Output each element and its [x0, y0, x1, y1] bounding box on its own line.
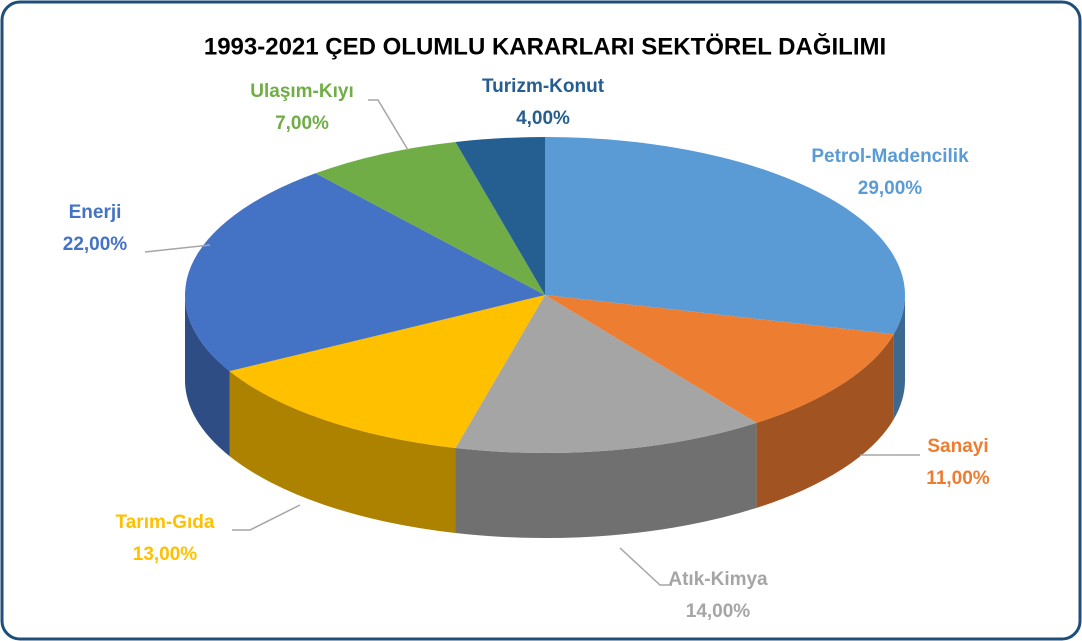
slice-side-shade — [455, 422, 757, 538]
data-label-value: 22,00% — [63, 234, 128, 255]
slice-side-shade — [756, 334, 894, 508]
data-label-value: 4,00% — [516, 108, 570, 129]
slice-side — [756, 334, 894, 508]
slice — [455, 295, 757, 453]
slice — [229, 295, 545, 449]
data-label-name: Sanayi — [927, 436, 988, 457]
data-label-value: 14,00% — [686, 601, 751, 622]
leader-line — [232, 504, 301, 531]
slice-side-shade — [893, 295, 905, 420]
slice-side-shade — [229, 371, 456, 534]
slice — [315, 141, 545, 295]
leader-line — [368, 99, 409, 151]
leader-line — [619, 547, 672, 586]
data-label-name: Turizm-Konut — [482, 76, 605, 97]
slice-side — [455, 422, 757, 538]
chart-title: 1993-2021 ÇED OLUMLU KARARLARI SEKTÖREL … — [204, 32, 886, 60]
slice-side — [229, 371, 456, 534]
slice — [185, 173, 545, 372]
leader-line — [144, 244, 211, 253]
data-label-value: 29,00% — [858, 178, 923, 199]
data-label-value: 13,00% — [133, 544, 198, 565]
data-label-name: Petrol-Madencilik — [811, 146, 969, 167]
slice — [455, 137, 545, 295]
data-label-name: Atık-Kimya — [668, 569, 768, 590]
slice-side — [185, 295, 230, 457]
data-label-name: Ulaşım-Kıyı — [250, 81, 353, 102]
slice — [545, 137, 905, 335]
data-label-name: Enerji — [69, 202, 122, 223]
slice — [545, 295, 894, 423]
data-label-name: Tarım-Gıda — [116, 512, 215, 533]
data-label-value: 11,00% — [926, 468, 989, 489]
slice-side — [893, 295, 905, 420]
data-label-value: 7,00% — [275, 113, 329, 134]
slice-side-shade — [185, 295, 230, 457]
